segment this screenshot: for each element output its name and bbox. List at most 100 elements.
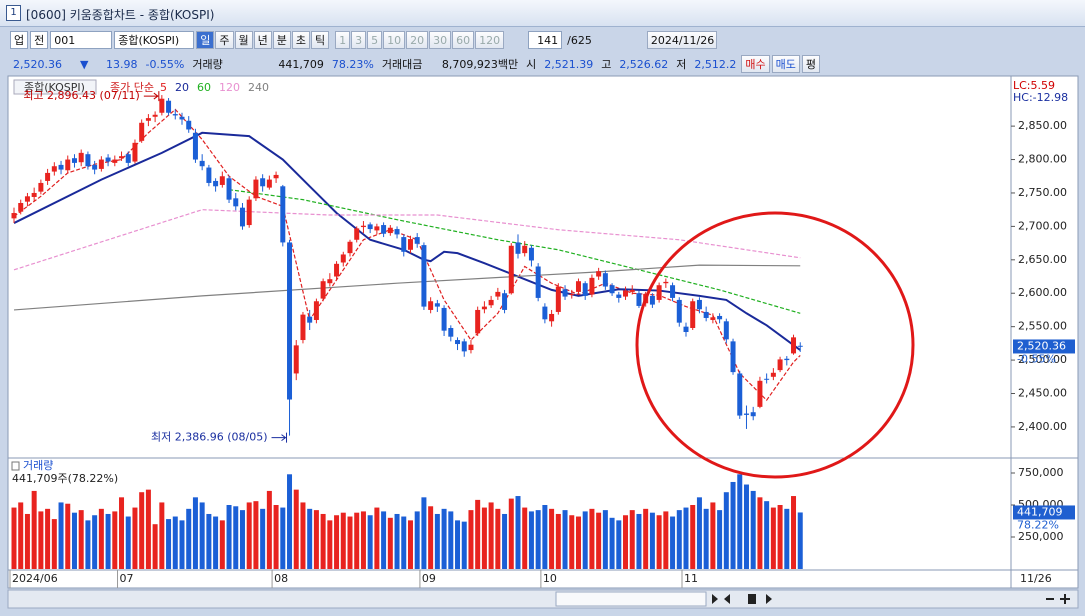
sell-button[interactable]: 매도 [771,55,800,73]
period-button[interactable]: 일 [196,31,215,49]
interval-button[interactable]: 20 [406,31,429,49]
volume-bar [31,490,37,569]
volume-bar [58,502,64,569]
volume-bar [555,513,561,569]
volume-bar [260,508,266,569]
interval-button[interactable]: 30 [429,31,452,49]
interval-button[interactable]: 120 [475,31,505,49]
buy-button[interactable]: 매수 [741,55,770,73]
last-price-change: -0.55% [1017,352,1056,365]
moving-average-line [228,189,801,314]
code-input[interactable]: 001 [50,31,113,49]
candle-body [414,237,420,244]
candle-body [784,358,790,361]
candle-body [71,158,77,163]
candle-body [334,263,340,277]
candle-body [233,198,239,207]
candle-body [45,172,51,181]
volume-bar [166,519,172,569]
volume-bar [98,508,104,569]
chart-area [7,75,1079,589]
candle-body [186,120,192,130]
candle-body [737,373,743,416]
candle-body [448,327,454,337]
interval-button[interactable]: 3 [351,31,367,49]
volume-bar [455,520,461,569]
interval-button[interactable]: 10 [383,31,406,49]
volume-bar [770,507,776,569]
candle-body [78,152,84,163]
period-button[interactable]: 년 [253,31,272,49]
candle-body [441,307,447,331]
volume-bar [683,507,689,569]
period-button[interactable]: 틱 [311,31,330,49]
candle-body [676,299,682,323]
volume-bar [441,508,447,569]
volume-bar [602,510,608,569]
high: 2,526.62 [619,57,669,71]
zoom-buttons[interactable] [1046,594,1070,604]
candle-body [481,306,487,310]
interval-button[interactable]: 60 [452,31,475,49]
period-button[interactable]: 월 [234,31,253,49]
candle-body [287,242,293,400]
volume-bar [649,512,655,569]
candle-body [219,176,225,185]
candle-body [730,341,736,373]
candle-body [300,314,306,341]
volume-bar [300,502,306,569]
x-tick-label: 08 [274,572,288,585]
candle-body [555,286,561,312]
date-input[interactable]: 2024/11/26 [646,31,717,49]
candle-body [683,326,689,333]
candle-body [387,227,393,234]
scroll-buttons[interactable] [712,594,772,604]
volume-bar [145,489,151,569]
candle-body [340,254,346,263]
moving-average-line [13,108,801,402]
candle-body [535,266,541,298]
x-tick-label: 2024/06 [12,572,58,585]
candle-body [38,182,44,192]
candle-body [85,154,91,167]
volume-bar [589,508,595,569]
title-bar: 1 [0600] 키움종합차트 - 종합(KOSPI) [0,0,1085,27]
period-button[interactable]: 주 [215,31,234,49]
market-select[interactable]: 업 [10,31,29,49]
interval-button[interactable]: 1 [335,31,351,49]
count-input[interactable]: 141 [528,31,563,49]
volume-bar [730,481,736,569]
change-pct: -0.55% [145,57,185,71]
candle-body [757,380,763,407]
candle-body [434,303,440,307]
volume-bar [340,512,346,569]
scroll-thumb[interactable] [555,591,707,607]
eval-button[interactable]: 평 [801,55,821,73]
candle-body [119,156,125,159]
interval-button[interactable]: 5 [367,31,383,49]
candle-body [327,279,333,284]
candle-body [743,413,749,415]
candle-body [213,180,219,187]
candle-body [152,114,158,117]
legend-name: 종합(KOSPI) [24,81,85,94]
volume-bar [354,512,360,569]
volume-bar [199,502,205,569]
volume-bar [676,510,682,569]
period-button[interactable]: 초 [291,31,310,49]
candle-body [51,166,57,172]
candle-body [670,285,676,298]
period-button[interactable]: 분 [272,31,291,49]
scope-select[interactable]: 전 [30,31,49,49]
highlight-circle [635,211,915,479]
volume-bar [172,516,178,569]
volume-bar [401,516,407,569]
scrollbar[interactable] [7,589,1079,609]
volume-bar [387,517,393,569]
volume-bar [213,516,219,569]
volume-bar [656,515,662,569]
legend-entry: 20 [175,81,189,94]
candle-body [266,179,272,188]
